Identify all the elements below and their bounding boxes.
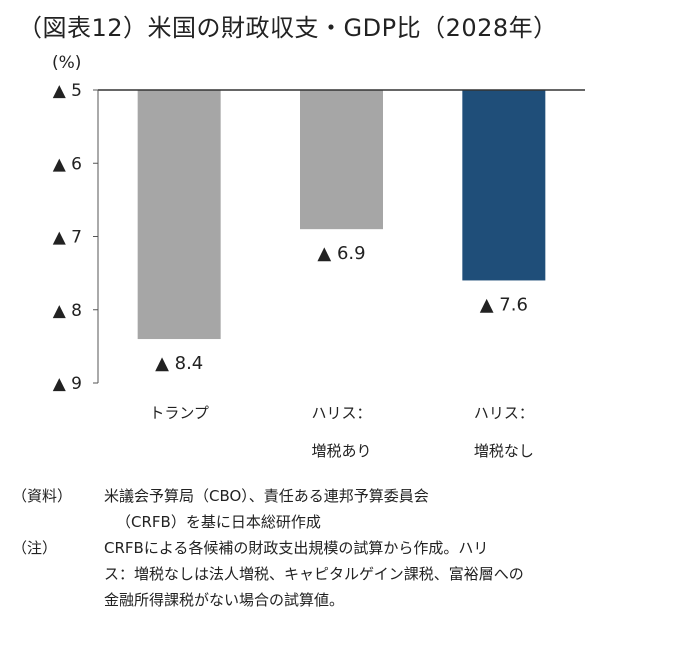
x-category-label: 増税あり <box>311 442 371 460</box>
y-tick-label: ▲ 5 <box>53 81 82 101</box>
y-tick-label: ▲ 9 <box>53 374 82 394</box>
bar <box>462 90 546 281</box>
bar-chart: (%) ▲ 5 ▲ 6 ▲ 7 ▲ 8 ▲ 9 ▲ 8.4 トランプ ▲ 6.9 ハリス： 増税あり… <box>52 53 585 460</box>
source-note: （資料） 米議会予算局（CBO）、責任ある連邦予算委員会 （CRFB）を基に日本… <box>12 483 672 535</box>
chart-title: （図表12）米国の財政収支・GDP比（2028年） <box>18 14 558 42</box>
notes-section: （資料） 米議会予算局（CBO）、責任ある連邦予算委員会 （CRFB）を基に日本… <box>12 483 672 613</box>
bar <box>300 90 383 230</box>
footnote-line: CRFBによる各候補の財政支出規模の試算から作成。ハリ <box>104 539 489 557</box>
source-line: 米議会予算局（CBO）、責任ある連邦予算委員会 <box>104 487 429 505</box>
data-label: ▲ 8.4 <box>155 353 203 374</box>
x-category-label: トランプ <box>149 404 209 422</box>
footnote-tag: （注） <box>12 539 58 557</box>
source-body: 米議会予算局（CBO）、責任ある連邦予算委員会 （CRFB）を基に日本総研作成 <box>104 483 672 535</box>
footnote-line: ス：増税なしは法人増税、キャピタルゲイン課税、富裕層への <box>104 565 524 583</box>
y-tick-label: ▲ 6 <box>53 154 82 174</box>
x-category-label: ハリス： <box>311 404 371 422</box>
data-label: ▲ 7.6 <box>480 294 528 315</box>
footnote-line: 金融所得課税がない場合の試算値。 <box>104 591 345 609</box>
data-label: ▲ 6.9 <box>317 243 365 264</box>
footnote-body: CRFBによる各候補の財政支出規模の試算から作成。ハリ ス：増税なしは法人増税、… <box>104 535 672 613</box>
y-unit-label: (%) <box>52 53 81 73</box>
source-tag: （資料） <box>12 487 73 505</box>
bar <box>137 90 221 340</box>
x-category-label: 増税なし <box>474 442 534 460</box>
y-tick-label: ▲ 7 <box>53 228 82 248</box>
x-category-label: ハリス： <box>474 404 534 422</box>
footnote: （注） CRFBによる各候補の財政支出規模の試算から作成。ハリ ス：増税なしは法… <box>12 535 672 613</box>
y-tick-label: ▲ 8 <box>53 301 82 321</box>
source-line: （CRFB）を基に日本総研作成 <box>116 513 321 531</box>
